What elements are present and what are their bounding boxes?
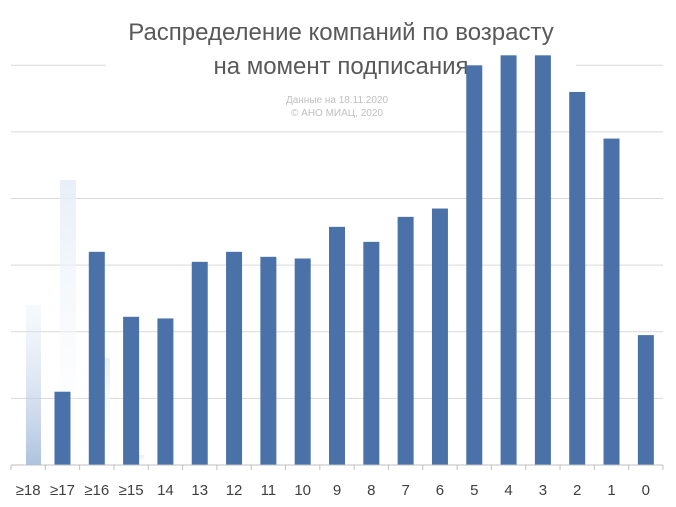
x-tick-label: 5 <box>470 482 478 499</box>
bar-1 <box>603 138 620 466</box>
bar-3 <box>534 55 551 466</box>
x-tick-label: 0 <box>642 482 650 499</box>
bar-2 <box>569 91 586 465</box>
x-tick-label: 12 <box>226 482 243 499</box>
bar-≥15 <box>123 316 140 465</box>
bar-0 <box>637 335 654 465</box>
x-tick-label: ≥17 <box>50 482 75 499</box>
glow-decoration <box>101 358 110 465</box>
title-backdrop <box>106 12 576 84</box>
x-tick-label: 7 <box>401 482 409 499</box>
bars <box>54 55 654 466</box>
x-tick-label: ≥18 <box>16 482 41 499</box>
data-note: Данные на 18.11.2020 © АНО МИАЦ, 2020 <box>286 95 389 119</box>
bar-≥16 <box>88 251 105 465</box>
bar-5 <box>466 65 483 466</box>
bar-6 <box>431 208 448 465</box>
x-tick-label: 10 <box>294 482 311 499</box>
x-tick-label: 11 <box>261 482 277 499</box>
bar-10 <box>294 258 311 465</box>
x-tick-label: ≥16 <box>84 482 109 499</box>
title-line-1: Распределение компаний по возрасту <box>128 19 554 46</box>
x-tick-label: 2 <box>573 482 581 499</box>
x-tick-label: 1 <box>607 482 615 499</box>
x-tick-label: 8 <box>367 482 375 499</box>
x-tick-label: 13 <box>191 482 208 499</box>
x-tick-label: 3 <box>539 482 547 499</box>
chart-title: Распределение компаний по возрасту на мо… <box>106 12 576 84</box>
bar-14 <box>157 318 174 465</box>
x-tick-label: ≥15 <box>119 482 144 499</box>
bar-8 <box>363 241 380 465</box>
bar-13 <box>191 261 208 465</box>
note-date: Данные на 18.11.2020 <box>286 95 389 106</box>
x-tick-label: 14 <box>157 482 174 499</box>
title-line-2: на момент подписания <box>213 53 468 80</box>
glow-decoration <box>26 305 41 465</box>
bar-7 <box>397 216 414 465</box>
x-tick-label: 6 <box>436 482 444 499</box>
x-tick-label: 4 <box>504 482 512 499</box>
bar-9 <box>329 226 345 465</box>
bar-11 <box>260 256 277 465</box>
note-copyright: © АНО МИАЦ, 2020 <box>291 108 383 119</box>
x-tick-label: 9 <box>333 482 341 499</box>
bar-4 <box>500 55 517 466</box>
bar-≥17 <box>54 391 71 465</box>
x-tick-labels: ≥18 ≥17 ≥16 ≥15 14 13 12 11 10 9 8 7 6 5 4 3 2 1 0 <box>10 465 664 499</box>
bar-12 <box>226 251 243 465</box>
